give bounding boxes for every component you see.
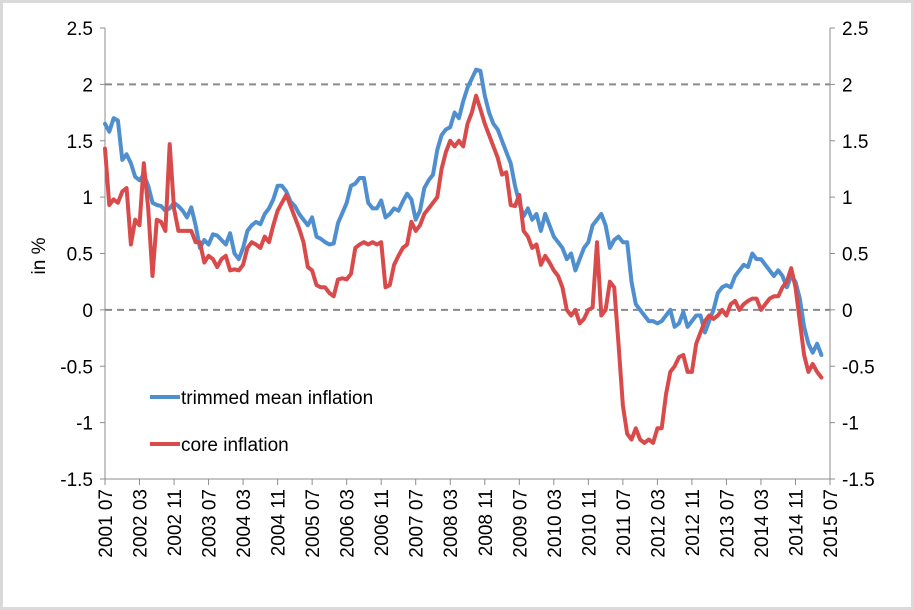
left-tick-label: 2.5: [67, 19, 93, 40]
right-tick-label: 1.5: [842, 132, 868, 153]
series-group: [103, 67, 824, 445]
x-axis-ticks: 2001 07 2002 03 2002 11 2003 07 2004 03 2004 …: [96, 479, 842, 558]
x-tick-label: 2002 11: [165, 489, 186, 556]
x-tick-label: 2015 07: [821, 489, 842, 558]
series-line-core: [103, 93, 824, 445]
x-tick-label: 2008 11: [476, 489, 497, 556]
x-tick-label: 2006 03: [338, 489, 359, 558]
right-tick-label: 2: [842, 75, 853, 96]
x-tick-label: 2004 03: [234, 489, 255, 558]
left-tick-label: -1.5: [60, 470, 93, 491]
left-tick-label: -1: [76, 414, 93, 435]
left-axis-ticks: 2.5 2 1.5 1 0.5 0 -0.5 -1 -1.5: [60, 19, 105, 491]
x-tick-label: 2010 11: [579, 489, 600, 556]
x-tick-label: 2005 07: [303, 489, 324, 558]
legend-label: trimmed mean inflation: [181, 388, 373, 409]
x-tick-label: 2001 07: [96, 489, 117, 558]
x-tick-label: 2011 07: [614, 489, 635, 556]
x-tick-label: 2007 07: [407, 489, 428, 558]
right-tick-label: -1: [842, 414, 859, 435]
right-tick-label: -0.5: [842, 357, 875, 378]
right-tick-label: 0: [842, 301, 853, 322]
x-tick-label: 2013 07: [717, 489, 738, 558]
right-tick-label: 2.5: [842, 19, 868, 40]
y-axis-title: in %: [29, 237, 50, 274]
legend: trimmed mean inflation core inflation: [150, 388, 373, 456]
x-tick-label: 2014 11: [786, 489, 807, 556]
x-tick-label: 2003 07: [200, 489, 221, 558]
x-tick-label: 2014 03: [752, 489, 773, 558]
right-tick-label: -1.5: [842, 470, 875, 491]
x-tick-label: 2008 03: [441, 489, 462, 558]
legend-label: core inflation: [181, 435, 289, 456]
plot-area: [104, 28, 831, 480]
x-tick-label: 2010 03: [545, 489, 566, 558]
left-tick-label: 0.5: [67, 245, 93, 266]
left-tick-label: 2: [82, 75, 93, 96]
right-tick-label: 0.5: [842, 245, 868, 266]
x-tick-label: 2009 07: [510, 489, 531, 558]
x-tick-label: 2002 03: [131, 489, 152, 558]
right-tick-label: 1: [842, 188, 853, 209]
x-tick-label: 2006 11: [372, 489, 393, 556]
x-tick-label: 2004 11: [269, 489, 290, 556]
series-line-trimmed-mean: [103, 67, 824, 357]
x-tick-label: 2012 11: [683, 489, 704, 556]
plot-background: [105, 28, 830, 479]
right-axis-ticks: 2.5 2 1.5 1 0.5 0 -0.5 -1 -1.5: [830, 19, 875, 491]
left-tick-label: 1: [82, 188, 93, 209]
left-tick-label: 1.5: [67, 132, 93, 153]
x-tick-label: 2012 03: [648, 489, 669, 558]
left-tick-label: 0: [82, 301, 93, 322]
left-tick-label: -0.5: [60, 357, 93, 378]
